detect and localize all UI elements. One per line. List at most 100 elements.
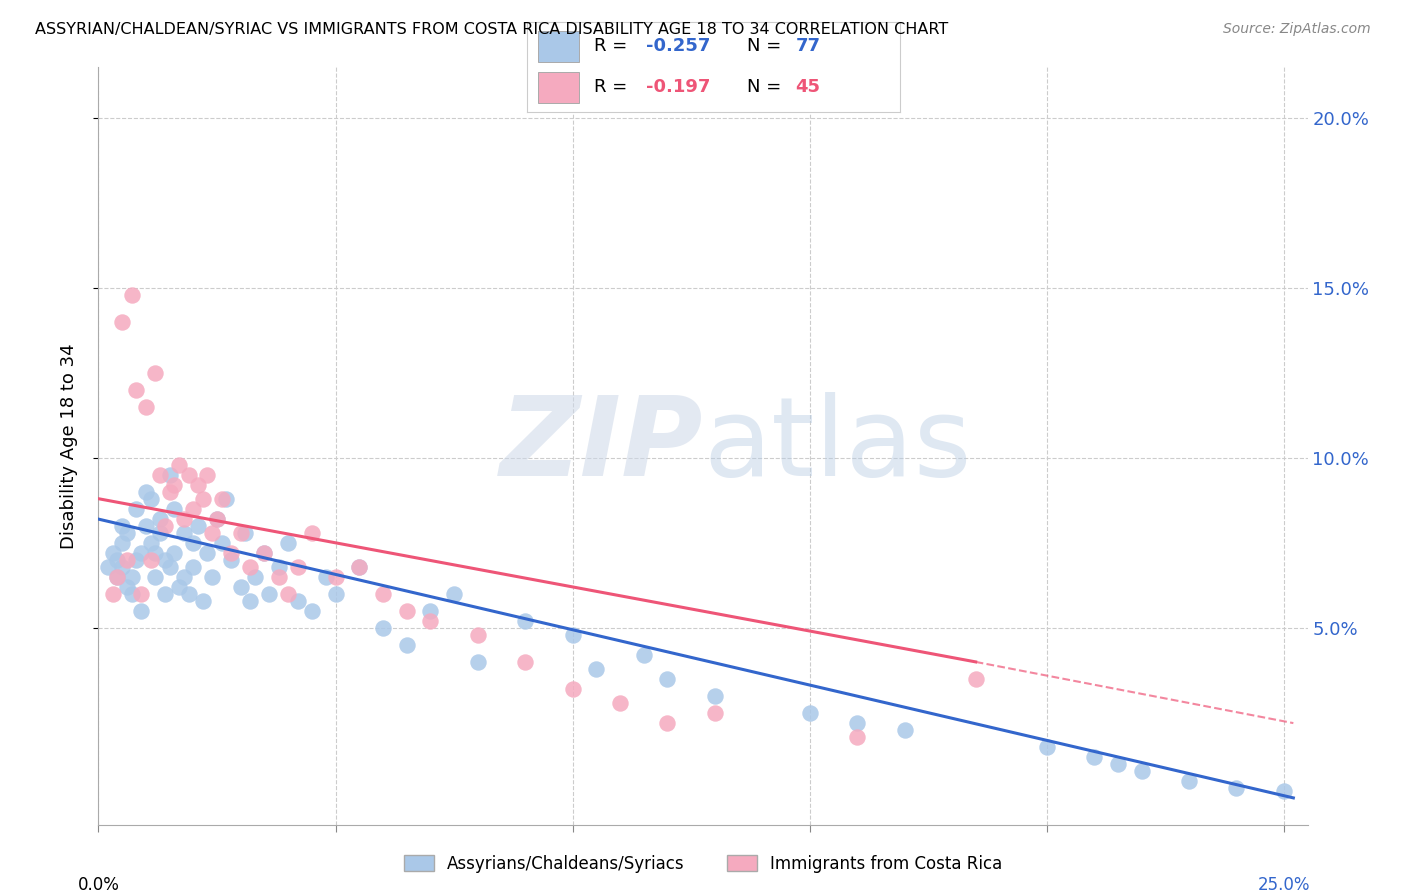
- Point: [163, 478, 186, 492]
- Point: [609, 696, 631, 710]
- Point: [173, 570, 195, 584]
- Point: [115, 580, 138, 594]
- Point: [201, 525, 224, 540]
- Point: [219, 546, 242, 560]
- Point: [111, 559, 134, 574]
- Point: [325, 587, 347, 601]
- Point: [846, 730, 869, 744]
- Point: [191, 491, 214, 506]
- Point: [191, 593, 214, 607]
- Point: [143, 570, 166, 584]
- Point: [111, 315, 134, 329]
- Point: [799, 706, 821, 720]
- Point: [253, 546, 276, 560]
- Point: [657, 672, 679, 686]
- Point: [219, 553, 242, 567]
- Point: [105, 570, 128, 584]
- Point: [163, 502, 186, 516]
- Point: [1083, 750, 1105, 764]
- Point: [159, 559, 181, 574]
- Text: -0.257: -0.257: [647, 37, 711, 55]
- Point: [205, 512, 228, 526]
- Point: [173, 512, 195, 526]
- Point: [347, 559, 370, 574]
- Y-axis label: Disability Age 18 to 34: Disability Age 18 to 34: [59, 343, 77, 549]
- Text: N =: N =: [747, 78, 782, 96]
- Point: [515, 655, 537, 669]
- Point: [243, 570, 266, 584]
- Text: N =: N =: [747, 37, 782, 55]
- Text: atlas: atlas: [703, 392, 972, 500]
- Point: [515, 614, 537, 628]
- Point: [201, 570, 224, 584]
- Point: [129, 587, 152, 601]
- Point: [105, 553, 128, 567]
- Point: [1225, 780, 1247, 795]
- Point: [395, 604, 418, 618]
- Point: [301, 604, 323, 618]
- Point: [181, 502, 204, 516]
- Text: ZIP: ZIP: [499, 392, 703, 500]
- Point: [111, 519, 134, 533]
- Point: [211, 491, 233, 506]
- Point: [129, 604, 152, 618]
- Point: [105, 570, 128, 584]
- Point: [893, 723, 915, 737]
- Point: [395, 638, 418, 652]
- Point: [633, 648, 655, 662]
- Point: [149, 467, 172, 482]
- Point: [129, 546, 152, 560]
- Point: [163, 546, 186, 560]
- Point: [197, 467, 219, 482]
- Point: [229, 525, 252, 540]
- Text: 45: 45: [796, 78, 821, 96]
- Point: [703, 706, 725, 720]
- Point: [149, 525, 172, 540]
- Point: [585, 662, 607, 676]
- Point: [239, 593, 262, 607]
- Point: [1107, 756, 1129, 771]
- Point: [419, 614, 441, 628]
- Point: [101, 546, 124, 560]
- Point: [153, 519, 176, 533]
- Point: [287, 593, 309, 607]
- Text: Source: ZipAtlas.com: Source: ZipAtlas.com: [1223, 22, 1371, 37]
- Text: ASSYRIAN/CHALDEAN/SYRIAC VS IMMIGRANTS FROM COSTA RICA DISABILITY AGE 18 TO 34 C: ASSYRIAN/CHALDEAN/SYRIAC VS IMMIGRANTS F…: [35, 22, 949, 37]
- Point: [173, 525, 195, 540]
- Point: [139, 536, 162, 550]
- Point: [846, 716, 869, 731]
- Point: [703, 689, 725, 703]
- Point: [115, 553, 138, 567]
- Point: [347, 559, 370, 574]
- Point: [111, 536, 134, 550]
- Point: [467, 655, 489, 669]
- Point: [253, 546, 276, 560]
- Text: R =: R =: [595, 37, 627, 55]
- Point: [101, 587, 124, 601]
- Point: [159, 467, 181, 482]
- Point: [419, 604, 441, 618]
- Point: [1272, 784, 1295, 798]
- Point: [257, 587, 280, 601]
- Point: [467, 628, 489, 642]
- Point: [159, 484, 181, 499]
- Point: [125, 383, 148, 397]
- Point: [187, 519, 209, 533]
- Point: [267, 570, 290, 584]
- Point: [181, 559, 204, 574]
- Point: [657, 716, 679, 731]
- Point: [371, 621, 394, 635]
- Text: R =: R =: [595, 78, 627, 96]
- Point: [121, 587, 143, 601]
- Text: 25.0%: 25.0%: [1257, 876, 1310, 892]
- FancyBboxPatch shape: [538, 31, 579, 62]
- Point: [211, 536, 233, 550]
- Point: [167, 458, 190, 472]
- Point: [197, 546, 219, 560]
- Point: [139, 491, 162, 506]
- Point: [371, 587, 394, 601]
- Point: [187, 478, 209, 492]
- Point: [121, 287, 143, 301]
- Point: [561, 682, 583, 697]
- Point: [287, 559, 309, 574]
